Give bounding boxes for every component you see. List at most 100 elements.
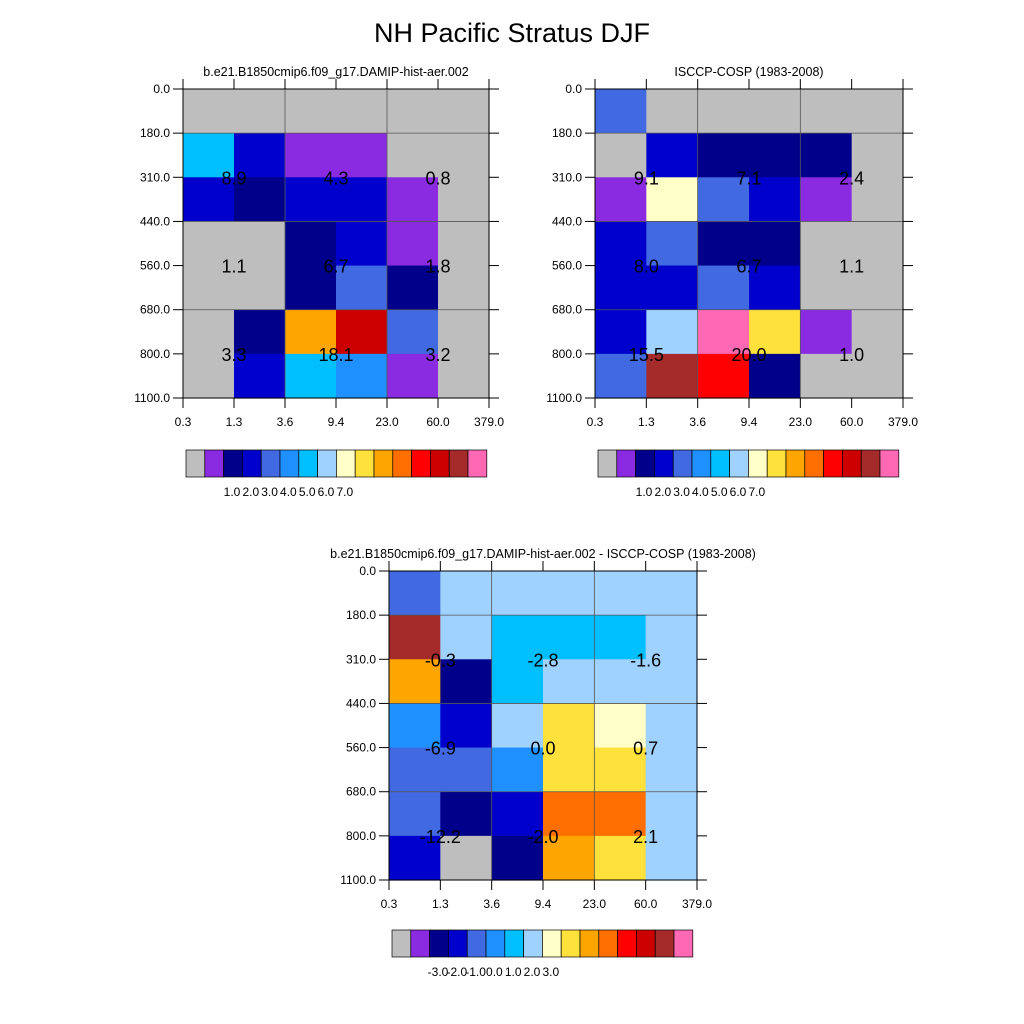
y-tick-label: 560.0 (140, 259, 170, 273)
colorbar-swatch (448, 929, 468, 958)
heatmap-cell (440, 703, 493, 749)
colorbar-swatch (391, 929, 412, 958)
data-label: 6.7 (736, 257, 761, 277)
heatmap-cell (697, 309, 750, 355)
heatmap-cell (234, 221, 286, 267)
heatmap-cell (749, 353, 801, 399)
heatmap-cell (440, 791, 493, 837)
heatmap-cell (234, 177, 286, 223)
colorbar-swatch (672, 449, 693, 478)
x-tick-label: 379.0 (682, 897, 712, 911)
heatmap-cell (646, 221, 699, 267)
heatmap-cell (697, 353, 750, 399)
colorbar: -3.0-2.0-1.0 0.0 1.0 2.0 3.0 (391, 929, 694, 979)
heatmap-cell (594, 659, 647, 705)
heatmap-cell (543, 615, 595, 660)
heatmap-cell (387, 133, 439, 178)
heatmap-cell (800, 265, 853, 311)
heatmap-cell (800, 309, 853, 355)
heatmap-cell (646, 265, 699, 311)
heatmap-cell (697, 133, 750, 178)
data-label: 8.9 (221, 168, 246, 188)
data-label: 1.0 (839, 345, 864, 365)
data-label: 9.1 (634, 168, 659, 188)
colorbar-swatch (466, 929, 487, 958)
colorbar-swatch (823, 449, 843, 478)
data-label: -2.8 (527, 650, 558, 670)
heatmap-cell (438, 353, 490, 399)
heatmap-cell (645, 659, 698, 705)
colorbar-swatch (392, 449, 412, 478)
data-label: 3.3 (221, 345, 246, 365)
heatmap-cell (595, 133, 647, 178)
heatmap-cell (285, 265, 337, 311)
data-label: -6.9 (425, 739, 456, 759)
colorbar-swatch (729, 449, 749, 478)
heatmap-cell (491, 703, 544, 749)
heatmap-cell (387, 353, 439, 399)
heatmap-cell (440, 747, 493, 793)
x-tick-label: 1.3 (226, 415, 243, 429)
colorbar-swatch (654, 929, 675, 958)
y-tick-label: 180.0 (140, 126, 170, 140)
colorbar-swatch (560, 929, 581, 958)
heatmap-cell (387, 221, 439, 267)
colorbar-label: 6.0 (318, 485, 335, 499)
colorbar-label: -1.0 (465, 965, 486, 979)
heatmap-cell (851, 309, 904, 355)
colorbar: 1.0 2.0 3.0 4.0 5.0 6.0 7.0 (597, 449, 900, 499)
heatmap-cell (336, 265, 388, 311)
heatmap-cell (389, 835, 441, 881)
x-tick-label: 379.0 (474, 415, 504, 429)
colorbar-swatch (710, 449, 730, 478)
colorbar-swatch (411, 449, 431, 478)
heatmap-cell (645, 747, 698, 793)
x-tick-label: 23.0 (789, 415, 813, 429)
heatmap-cell (234, 353, 286, 399)
x-tick-label: 9.4 (741, 415, 758, 429)
y-tick-label: 0.0 (153, 82, 170, 96)
heatmap-cell (594, 703, 647, 749)
x-tick-label: 0.3 (381, 897, 398, 911)
heatmap-cell (438, 221, 490, 267)
y-tick-label: 0.0 (565, 82, 582, 96)
colorbar-label: 5.0 (299, 485, 316, 499)
x-tick-label: 60.0 (840, 415, 864, 429)
x-tick-label: 379.0 (888, 415, 918, 429)
colorbar-label: 3.0 (542, 965, 559, 979)
colorbar-swatch (842, 449, 862, 478)
heatmap-cell (234, 265, 286, 311)
colorbar-swatch (223, 449, 243, 478)
colorbar-swatch (636, 929, 656, 958)
colorbar-swatch (597, 449, 618, 478)
colorbar-label: 7.0 (748, 485, 765, 499)
heatmap-cell (594, 747, 647, 793)
heatmap-cell (800, 133, 853, 178)
heatmap-cell (183, 89, 235, 134)
x-tick-label: 0.3 (587, 415, 604, 429)
heatmap-cell (440, 615, 493, 660)
x-tick-label: 3.6 (689, 415, 706, 429)
heatmap-cell (595, 177, 647, 223)
colorbar-label: 2.0 (654, 485, 671, 499)
heatmap-cell (491, 659, 544, 705)
colorbar-swatch (430, 449, 450, 478)
heatmap-cell (285, 353, 337, 399)
colorbar-swatch (467, 449, 488, 478)
y-tick-label: 1100.0 (340, 873, 376, 887)
y-tick-label: 560.0 (552, 259, 582, 273)
heatmap-cell (594, 571, 647, 616)
heatmap-cell (646, 353, 699, 399)
data-label: 2.4 (839, 168, 864, 188)
heatmap-cell (491, 791, 544, 837)
data-label: -0.3 (425, 650, 456, 670)
heatmap-cell (749, 133, 801, 178)
colorbar-label: 3.0 (261, 485, 278, 499)
heatmap-cell (851, 221, 904, 267)
heatmap-cell (183, 221, 235, 267)
heatmap-cell (389, 615, 441, 660)
heatmap-cell (543, 835, 595, 881)
colorbar-swatch (523, 929, 543, 958)
y-tick-label: 800.0 (552, 347, 582, 361)
